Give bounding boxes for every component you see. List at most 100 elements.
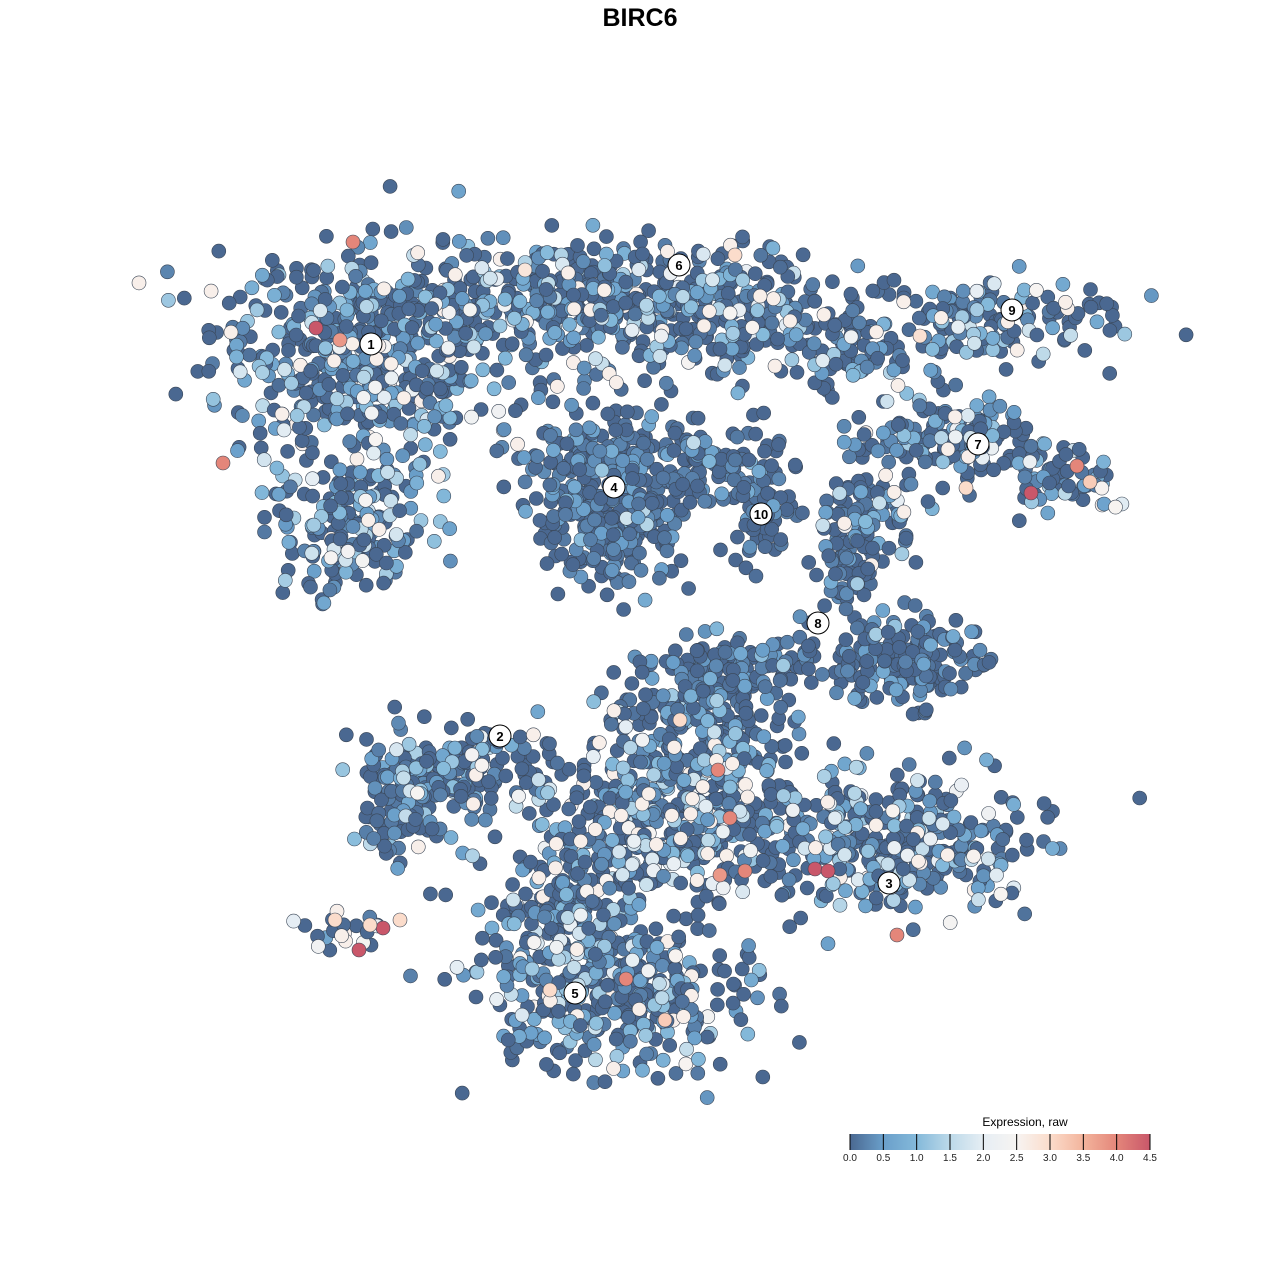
cell-point — [591, 735, 607, 751]
cell-point — [539, 1057, 554, 1072]
cell-point — [633, 234, 648, 250]
cluster-label: 3 — [877, 871, 901, 895]
cell-point — [321, 377, 337, 392]
cell-point — [1004, 847, 1020, 863]
cell-point — [326, 353, 342, 369]
cell-point — [717, 644, 733, 660]
cell-point — [416, 709, 432, 725]
cell-point — [516, 450, 532, 465]
cell-point — [1108, 499, 1123, 515]
cell-point — [860, 843, 876, 859]
cell-point — [281, 343, 296, 358]
cell-point — [935, 480, 951, 496]
cell-point — [306, 263, 321, 278]
cell-point — [1144, 288, 1159, 303]
cell-point — [927, 774, 943, 790]
cell-point — [352, 464, 368, 480]
cell-point — [728, 552, 743, 568]
cell-point — [664, 808, 680, 823]
cell-point — [655, 1052, 671, 1068]
cell-point — [941, 750, 957, 766]
cell-point — [131, 275, 147, 291]
cell-point — [770, 331, 785, 347]
cell-point — [428, 316, 444, 332]
cell-point — [1061, 478, 1076, 494]
cell-point — [431, 468, 446, 484]
cell-point — [393, 416, 409, 431]
high-expression-point — [618, 971, 634, 987]
cell-point — [709, 693, 725, 708]
cell-point — [244, 280, 260, 296]
cell-point — [665, 655, 681, 670]
cell-point — [729, 429, 745, 445]
cell-point — [469, 964, 485, 980]
cell-point — [333, 476, 349, 492]
cell-point — [306, 407, 321, 423]
cell-point — [748, 426, 764, 442]
cell-point — [678, 321, 694, 337]
cell-point — [561, 761, 577, 777]
cell-point — [637, 373, 652, 389]
cell-point — [566, 330, 581, 346]
cell-point — [756, 405, 772, 421]
cell-point — [733, 1012, 749, 1028]
cell-point — [1045, 841, 1060, 856]
cell-point — [549, 939, 564, 955]
cell-point — [950, 319, 966, 335]
cell-point — [626, 833, 642, 849]
cell-point — [257, 524, 272, 540]
cell-point — [738, 705, 754, 721]
cell-point — [606, 703, 622, 719]
cell-point — [752, 288, 768, 304]
cell-point — [560, 910, 576, 925]
cell-point — [389, 527, 404, 542]
cell-point — [763, 869, 779, 884]
cluster-label: 5 — [563, 981, 587, 1005]
cell-point — [329, 391, 345, 407]
cell-point — [548, 836, 564, 852]
cell-point — [843, 286, 859, 302]
cell-point — [742, 827, 757, 842]
cell-point — [1178, 327, 1194, 343]
cell-point — [255, 365, 270, 380]
cell-point — [423, 886, 438, 902]
cell-point — [348, 268, 364, 284]
cell-point — [332, 462, 348, 478]
cell-point — [989, 867, 1004, 883]
cluster-label-text: 7 — [974, 437, 981, 452]
cell-point — [772, 259, 788, 275]
cell-point — [390, 861, 406, 876]
cell-point — [526, 727, 541, 743]
cell-point — [889, 442, 905, 458]
cell-point — [905, 832, 921, 847]
cell-point — [588, 1015, 604, 1031]
cell-point — [851, 409, 867, 425]
cell-point — [921, 810, 937, 826]
cell-point — [832, 485, 848, 501]
cell-point — [585, 749, 601, 764]
cell-point — [583, 532, 598, 547]
cell-point — [1105, 308, 1120, 323]
cell-point — [518, 775, 534, 791]
cell-point — [600, 977, 615, 993]
cell-point — [568, 422, 584, 438]
cell-point — [710, 982, 725, 997]
cell-point — [558, 507, 573, 522]
cell-point — [604, 510, 620, 526]
cell-point — [840, 663, 855, 679]
cell-point — [429, 363, 445, 379]
cell-point — [438, 887, 454, 903]
cell-point — [298, 385, 314, 401]
cell-point — [701, 923, 717, 938]
cell-point — [289, 408, 305, 423]
cell-point — [599, 229, 614, 244]
cell-point — [738, 560, 754, 576]
cell-point — [992, 398, 1008, 414]
cell-point — [881, 454, 897, 470]
cell-point — [666, 856, 682, 872]
cell-point — [757, 539, 773, 555]
cell-point — [817, 598, 832, 614]
cell-point — [730, 529, 745, 545]
cell-point — [769, 819, 785, 834]
cell-point — [391, 715, 406, 731]
